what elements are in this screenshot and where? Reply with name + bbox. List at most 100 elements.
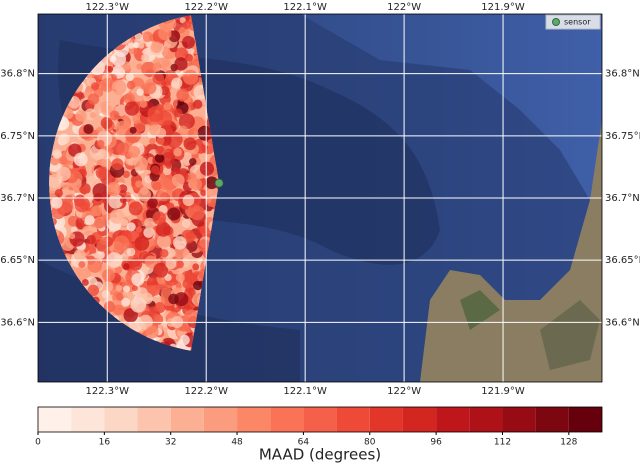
heat-cell	[163, 102, 172, 111]
map-frame	[37, 13, 603, 383]
colorbar-bin	[104, 407, 138, 432]
heat-cell	[149, 284, 161, 296]
colorbar-tick-label: 112	[494, 438, 511, 448]
heat-cell	[133, 42, 140, 49]
colorbar-bin	[436, 407, 470, 432]
heat-cell	[189, 178, 203, 191]
heat-cell	[64, 194, 73, 204]
colorbar-frame	[37, 406, 603, 433]
heat-cell	[107, 65, 114, 73]
heat-cell	[174, 47, 189, 62]
heat-cell	[168, 293, 179, 305]
heat-cell	[135, 226, 142, 233]
heat-cell	[121, 297, 131, 307]
heat-cell	[150, 165, 160, 175]
heat-cell	[147, 106, 164, 123]
colorbar-bin	[137, 407, 171, 432]
heat-cell	[112, 304, 124, 316]
land	[460, 290, 500, 330]
colorbar-bin	[270, 407, 304, 432]
heat-cell	[120, 218, 129, 227]
colorbar-bin	[71, 407, 105, 432]
colorbar-tick-label: 48	[231, 438, 243, 448]
x-tick-label: 121.9°W	[481, 2, 525, 13]
heat-cell	[143, 227, 154, 238]
heat-cell	[83, 123, 94, 135]
colorbar-tick-label: 64	[298, 438, 310, 448]
heat-cell	[87, 284, 100, 297]
legend-marker	[552, 18, 560, 26]
heat-cell	[123, 263, 130, 270]
heat-cell	[156, 136, 165, 145]
heat-cell	[118, 184, 128, 194]
colorbar-label: MAAD (degrees)	[259, 446, 381, 464]
heat-cell	[56, 166, 71, 181]
heat-cell	[185, 53, 193, 62]
heat-cell	[182, 194, 195, 207]
colorbar-tick-label: 96	[430, 438, 442, 448]
y-tick-label: 36.65°N	[605, 255, 640, 266]
heat-cell	[150, 41, 163, 54]
heat-cell	[182, 220, 190, 227]
heat-cell	[184, 309, 199, 324]
heat-cell	[197, 239, 211, 253]
heat-cell	[100, 104, 113, 116]
heat-cell	[159, 248, 169, 258]
heat-cell	[155, 127, 167, 139]
heat-cell	[108, 193, 124, 209]
heat-cell	[159, 85, 170, 96]
heat-cell	[96, 240, 108, 252]
grid	[38, 14, 602, 382]
heat-cell	[86, 234, 96, 245]
heat-cell	[155, 145, 165, 156]
heat-cell	[173, 236, 187, 250]
heat-cell	[141, 53, 150, 63]
heat-cell	[142, 31, 154, 42]
heat-cell	[116, 293, 124, 301]
colorbar-bin	[237, 407, 271, 432]
heat-cell	[126, 222, 136, 232]
colorbar-bin	[568, 407, 602, 432]
land	[540, 300, 600, 370]
heat-cell	[95, 106, 103, 114]
heat-cell	[125, 72, 134, 82]
heat-cell	[165, 18, 177, 30]
heat-cell	[205, 176, 219, 190]
heat-cell	[136, 63, 143, 70]
heat-cell	[171, 173, 185, 187]
heat-cell	[134, 32, 143, 41]
colorbar-bin	[469, 407, 503, 432]
heat-cell	[96, 139, 105, 148]
heat-cell	[171, 77, 183, 89]
y-tick-label: 36.6°N	[0, 317, 35, 328]
heat-cell	[139, 100, 148, 108]
heat-cell	[144, 255, 158, 269]
heat-cell	[182, 69, 199, 85]
y-tick-label: 36.75°N	[0, 131, 35, 142]
heat-cell	[111, 51, 127, 67]
heat-cell	[122, 170, 130, 179]
colorbar-tick-label: 32	[165, 438, 176, 448]
heat-cell	[93, 193, 103, 202]
heat-cell	[128, 145, 141, 158]
heat-cell	[199, 161, 214, 176]
heat-cell	[115, 284, 123, 292]
heat-cell	[149, 137, 156, 145]
x-tick-label: 122.1°W	[283, 386, 327, 397]
heat-cell	[154, 153, 165, 163]
heat-cell	[152, 181, 162, 191]
heat-cell	[50, 197, 63, 209]
heat-cell	[147, 197, 158, 209]
heat-cell	[51, 205, 66, 220]
colorbar-bin	[203, 407, 238, 432]
heat-cell	[176, 88, 190, 102]
colorbar-bin	[402, 407, 437, 432]
heat-cell	[152, 211, 167, 225]
heat-cell	[54, 189, 63, 198]
heat-cell	[158, 26, 172, 41]
heat-cell	[163, 148, 174, 160]
x-tick-label: 122.2°W	[184, 2, 228, 13]
heat-cell	[126, 247, 136, 257]
heat-cell	[144, 82, 157, 95]
heat-cell	[174, 57, 188, 71]
